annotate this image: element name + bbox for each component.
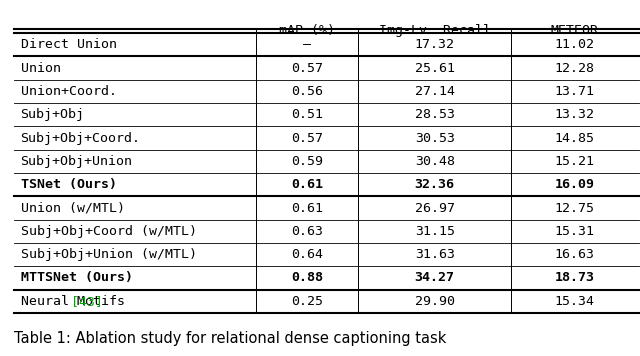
Text: 30.53: 30.53: [415, 132, 454, 145]
Text: Direct Union: Direct Union: [20, 38, 116, 51]
Text: 12.28: 12.28: [555, 62, 595, 75]
Text: Table 1: Ablation study for relational dense captioning task: Table 1: Ablation study for relational d…: [14, 331, 447, 346]
Text: 16.63: 16.63: [555, 248, 595, 261]
Text: [43]: [43]: [71, 295, 103, 308]
Text: 25.61: 25.61: [415, 62, 454, 75]
Text: 0.57: 0.57: [291, 132, 323, 145]
Text: 0.63: 0.63: [291, 225, 323, 238]
Text: 11.02: 11.02: [555, 38, 595, 51]
Text: 27.14: 27.14: [415, 85, 454, 98]
Text: 0.61: 0.61: [291, 178, 323, 191]
Text: 16.09: 16.09: [555, 178, 595, 191]
Text: –: –: [303, 38, 311, 51]
Text: 32.36: 32.36: [415, 178, 454, 191]
Text: Neural Motifs: Neural Motifs: [20, 295, 132, 308]
Text: 0.57: 0.57: [291, 62, 323, 75]
Text: Subj+Obj: Subj+Obj: [20, 108, 84, 121]
Text: 29.90: 29.90: [415, 295, 454, 308]
Text: 31.15: 31.15: [415, 225, 454, 238]
Text: Subj+Obj+Coord.: Subj+Obj+Coord.: [20, 132, 141, 145]
Text: TSNet (Ours): TSNet (Ours): [20, 178, 116, 191]
Text: Img-Lv. Recall: Img-Lv. Recall: [379, 24, 491, 37]
Text: 31.63: 31.63: [415, 248, 454, 261]
Text: 15.34: 15.34: [555, 295, 595, 308]
Text: 34.27: 34.27: [415, 272, 454, 284]
Text: 13.71: 13.71: [555, 85, 595, 98]
Text: 15.31: 15.31: [555, 225, 595, 238]
Text: Union+Coord.: Union+Coord.: [20, 85, 116, 98]
Text: 12.75: 12.75: [555, 201, 595, 215]
Text: 0.61: 0.61: [291, 201, 323, 215]
Text: 0.51: 0.51: [291, 108, 323, 121]
Text: MTTSNet (Ours): MTTSNet (Ours): [20, 272, 132, 284]
Text: 0.56: 0.56: [291, 85, 323, 98]
Text: 18.73: 18.73: [555, 272, 595, 284]
Text: 0.25: 0.25: [291, 295, 323, 308]
Text: 30.48: 30.48: [415, 155, 454, 168]
Text: Subj+Obj+Union (w/MTL): Subj+Obj+Union (w/MTL): [20, 248, 196, 261]
Text: 0.88: 0.88: [291, 272, 323, 284]
Text: 14.85: 14.85: [555, 132, 595, 145]
Text: 17.32: 17.32: [415, 38, 454, 51]
Text: Union (w/MTL): Union (w/MTL): [20, 201, 125, 215]
Text: Subj+Obj+Union: Subj+Obj+Union: [20, 155, 132, 168]
Text: Union: Union: [20, 62, 61, 75]
Text: 15.21: 15.21: [555, 155, 595, 168]
Text: 26.97: 26.97: [415, 201, 454, 215]
Text: 28.53: 28.53: [415, 108, 454, 121]
Text: mAP (%): mAP (%): [279, 24, 335, 37]
Text: 13.32: 13.32: [555, 108, 595, 121]
Text: METEOR: METEOR: [551, 24, 599, 37]
Text: Subj+Obj+Coord (w/MTL): Subj+Obj+Coord (w/MTL): [20, 225, 196, 238]
Text: 0.59: 0.59: [291, 155, 323, 168]
Text: 0.64: 0.64: [291, 248, 323, 261]
